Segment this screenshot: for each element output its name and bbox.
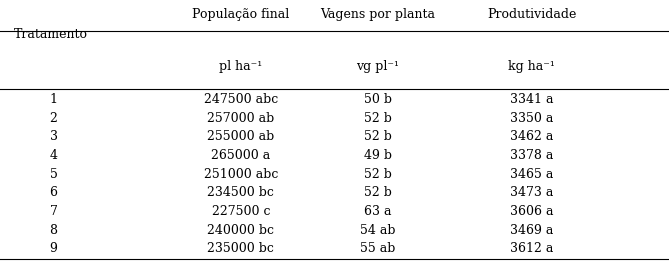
- Text: 227500 c: 227500 c: [211, 205, 270, 218]
- Text: 251000 abc: 251000 abc: [203, 168, 278, 181]
- Text: 1: 1: [50, 93, 58, 106]
- Text: 3350 a: 3350 a: [510, 112, 553, 125]
- Text: vg pl⁻¹: vg pl⁻¹: [357, 60, 399, 73]
- Text: 247500 abc: 247500 abc: [204, 93, 278, 106]
- Text: 6: 6: [50, 186, 58, 199]
- Text: 4: 4: [50, 149, 58, 162]
- Text: 3378 a: 3378 a: [510, 149, 553, 162]
- Text: 52 b: 52 b: [364, 186, 392, 199]
- Text: 8: 8: [50, 224, 58, 237]
- Text: 52 b: 52 b: [364, 112, 392, 125]
- Text: 3341 a: 3341 a: [510, 93, 554, 106]
- Text: 55 ab: 55 ab: [361, 242, 395, 255]
- Text: 240000 bc: 240000 bc: [207, 224, 274, 237]
- Text: 265000 a: 265000 a: [211, 149, 270, 162]
- Text: 3465 a: 3465 a: [510, 168, 553, 181]
- Text: 50 b: 50 b: [364, 93, 392, 106]
- Text: 3: 3: [50, 130, 58, 143]
- Text: 255000 ab: 255000 ab: [207, 130, 274, 143]
- Text: 3462 a: 3462 a: [510, 130, 553, 143]
- Text: 235000 bc: 235000 bc: [207, 242, 274, 255]
- Text: 54 ab: 54 ab: [360, 224, 396, 237]
- Text: 3606 a: 3606 a: [510, 205, 554, 218]
- Text: 9: 9: [50, 242, 58, 255]
- Text: 7: 7: [50, 205, 58, 218]
- Text: 49 b: 49 b: [364, 149, 392, 162]
- Text: 52 b: 52 b: [364, 168, 392, 181]
- Text: Tratamento: Tratamento: [13, 28, 88, 41]
- Text: 3469 a: 3469 a: [510, 224, 553, 237]
- Text: 2: 2: [50, 112, 58, 125]
- Text: 234500 bc: 234500 bc: [207, 186, 274, 199]
- Text: 3473 a: 3473 a: [510, 186, 553, 199]
- Text: 63 a: 63 a: [364, 205, 392, 218]
- Text: Produtividade: Produtividade: [487, 8, 577, 21]
- Text: 3612 a: 3612 a: [510, 242, 553, 255]
- Text: 52 b: 52 b: [364, 130, 392, 143]
- Text: 5: 5: [50, 168, 58, 181]
- Text: 257000 ab: 257000 ab: [207, 112, 274, 125]
- Text: População final: População final: [192, 8, 290, 21]
- Text: pl ha⁻¹: pl ha⁻¹: [219, 60, 262, 73]
- Text: kg ha⁻¹: kg ha⁻¹: [508, 60, 555, 73]
- Text: Vagens por planta: Vagens por planta: [320, 8, 436, 21]
